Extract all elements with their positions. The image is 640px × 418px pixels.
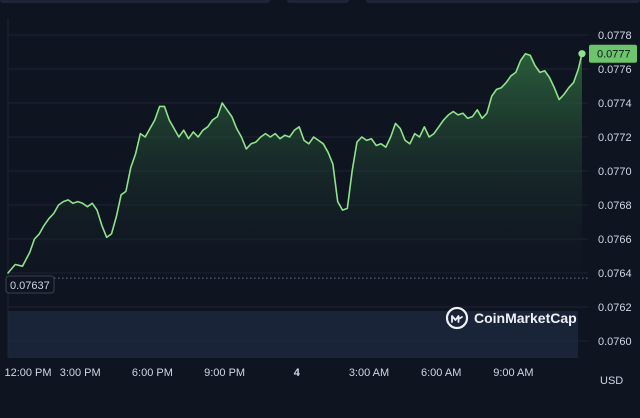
x-tick-label: 9:00 AM xyxy=(493,367,533,379)
y-tick-label: 0.0770 xyxy=(598,166,632,178)
watermark-text: CoinMarketCap xyxy=(474,310,577,326)
x-tick-label: 3:00 AM xyxy=(349,367,389,379)
y-tick-label: 0.0768 xyxy=(598,200,632,212)
current-price-point xyxy=(578,50,586,58)
x-tick-label: 12:00 PM xyxy=(4,367,51,379)
y-tick-label: 0.0762 xyxy=(598,302,632,314)
x-axis: 12:00 PM 3:00 PM 6:00 PM 9:00 PM 4 3:00 AM 6:0… xyxy=(4,367,533,379)
x-tick-label: 6:00 AM xyxy=(421,367,461,379)
y-tick-label: 0.0760 xyxy=(598,336,632,348)
y-tick-label: 0.0774 xyxy=(598,98,632,110)
current-price-text: 0.0777 xyxy=(597,49,631,61)
open-price-text: 0.07637 xyxy=(10,280,50,292)
x-tick-label: 3:00 PM xyxy=(60,367,101,379)
y-tick-label: 0.0778 xyxy=(598,30,632,42)
x-tick-label: 6:00 PM xyxy=(132,367,173,379)
volume-bars xyxy=(8,311,578,358)
top-tab-3[interactable] xyxy=(366,0,640,3)
x-tick-label: 4 xyxy=(294,367,301,379)
y-tick-label: 0.0764 xyxy=(598,268,632,280)
x-tick-label: 9:00 PM xyxy=(204,367,245,379)
current-price-label: 0.0777 xyxy=(589,44,637,63)
y-axis: 0.0778 0.0776 0.0774 0.0772 0.0770 0.0768 0.07… xyxy=(598,30,632,348)
area-fill-path xyxy=(8,53,582,281)
area-fill xyxy=(8,53,582,281)
coinmarketcap-logo-icon xyxy=(445,306,469,330)
price-line xyxy=(7,50,586,274)
y-tick-label: 0.0766 xyxy=(598,234,632,246)
coinmarketcap-watermark: CoinMarketCap xyxy=(445,306,577,330)
open-price-label: 0.07637 xyxy=(5,275,55,294)
top-tab-2[interactable] xyxy=(287,0,349,3)
top-tab-1[interactable] xyxy=(0,0,270,3)
y-tick-label: 0.0772 xyxy=(598,132,632,144)
y-tick-label: 0.0776 xyxy=(598,64,632,76)
price-line-path xyxy=(7,52,583,274)
currency-label: USD xyxy=(600,375,623,387)
volume-bar xyxy=(8,311,578,358)
